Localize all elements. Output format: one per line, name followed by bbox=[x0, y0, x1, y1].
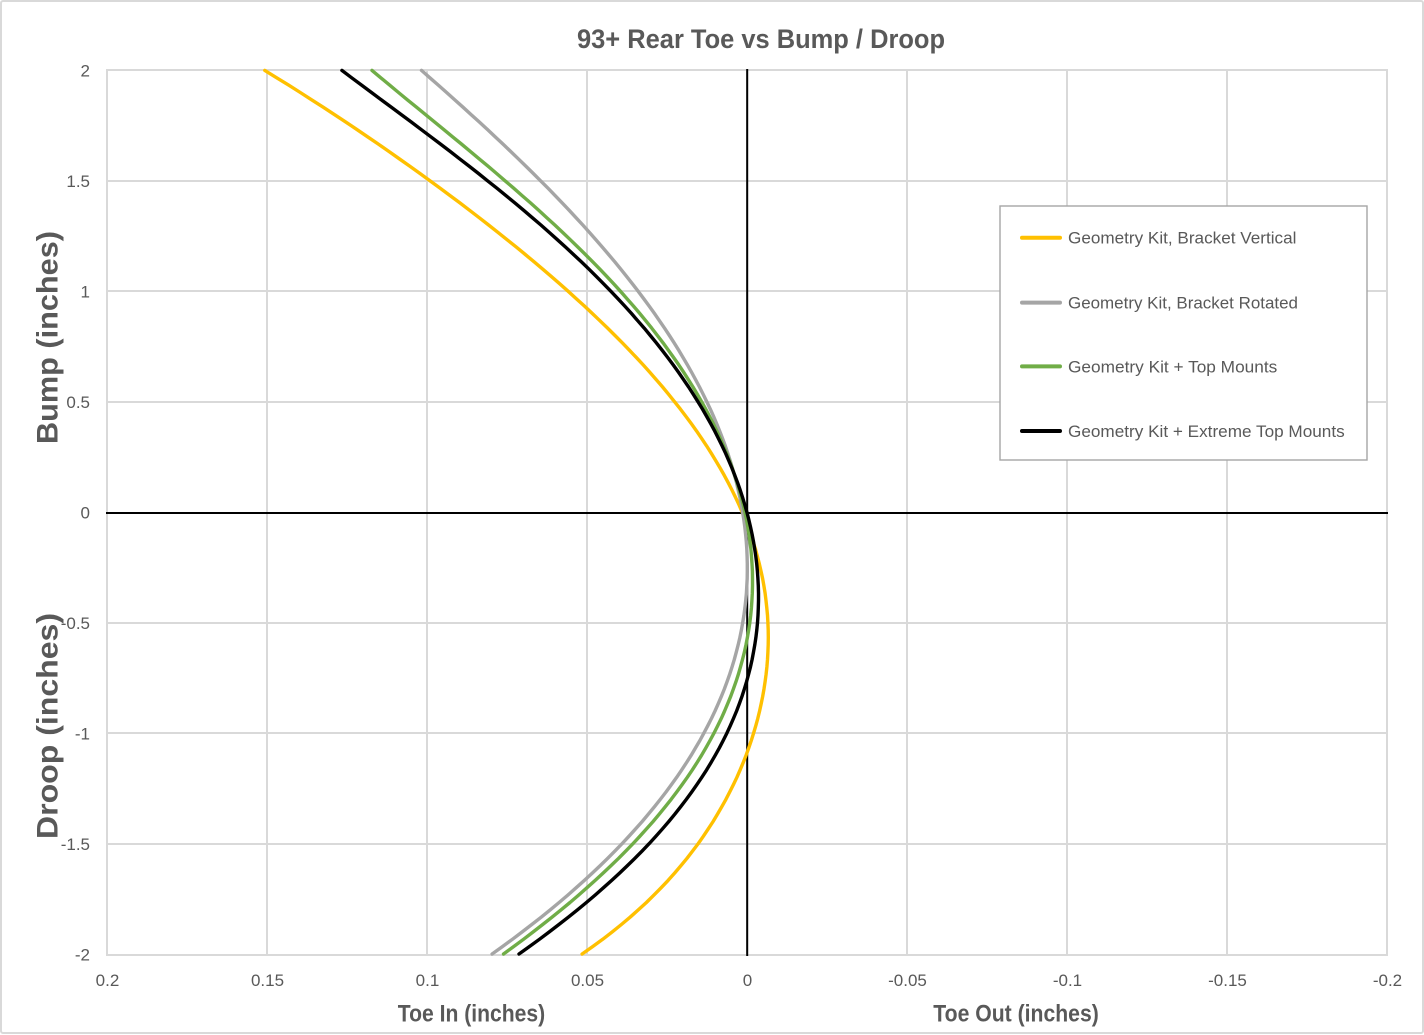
svg-text:Geometry Kit + Top Mounts: Geometry Kit + Top Mounts bbox=[1068, 358, 1277, 376]
svg-text:1: 1 bbox=[81, 283, 90, 302]
svg-text:0.05: 0.05 bbox=[571, 971, 604, 990]
svg-text:1.5: 1.5 bbox=[66, 172, 90, 191]
svg-text:-1: -1 bbox=[75, 724, 90, 743]
svg-text:Toe Out (inches): Toe Out (inches) bbox=[933, 1001, 1099, 1028]
svg-text:0.2: 0.2 bbox=[96, 971, 120, 990]
svg-text:0: 0 bbox=[743, 971, 752, 990]
svg-text:Geometry Kit, Bracket Rotated: Geometry Kit, Bracket Rotated bbox=[1068, 295, 1298, 313]
svg-text:Toe In (inches): Toe In (inches) bbox=[398, 1001, 545, 1028]
svg-text:-0.1: -0.1 bbox=[1053, 971, 1082, 990]
svg-text:-0.05: -0.05 bbox=[888, 971, 927, 990]
svg-text:Geometry Kit + Extreme Top Mou: Geometry Kit + Extreme Top Mounts bbox=[1068, 423, 1345, 441]
svg-text:-0.2: -0.2 bbox=[1373, 971, 1402, 990]
svg-text:-0.5: -0.5 bbox=[61, 614, 90, 633]
svg-text:-2: -2 bbox=[75, 945, 90, 964]
svg-text:Bump (inches): Bump (inches) bbox=[32, 231, 65, 444]
svg-text:Droop (inches): Droop (inches) bbox=[32, 613, 65, 839]
svg-text:0.1: 0.1 bbox=[416, 971, 440, 990]
svg-text:-0.15: -0.15 bbox=[1208, 971, 1247, 990]
svg-text:0.5: 0.5 bbox=[66, 393, 90, 412]
svg-text:Geometry Kit, Bracket Vertical: Geometry Kit, Bracket Vertical bbox=[1068, 230, 1296, 248]
svg-text:2: 2 bbox=[81, 62, 90, 81]
svg-text:0: 0 bbox=[81, 504, 90, 523]
svg-text:93+ Rear Toe vs Bump / Droop: 93+ Rear Toe vs Bump / Droop bbox=[577, 24, 945, 54]
svg-text:0.15: 0.15 bbox=[251, 971, 284, 990]
svg-text:-1.5: -1.5 bbox=[61, 835, 90, 854]
